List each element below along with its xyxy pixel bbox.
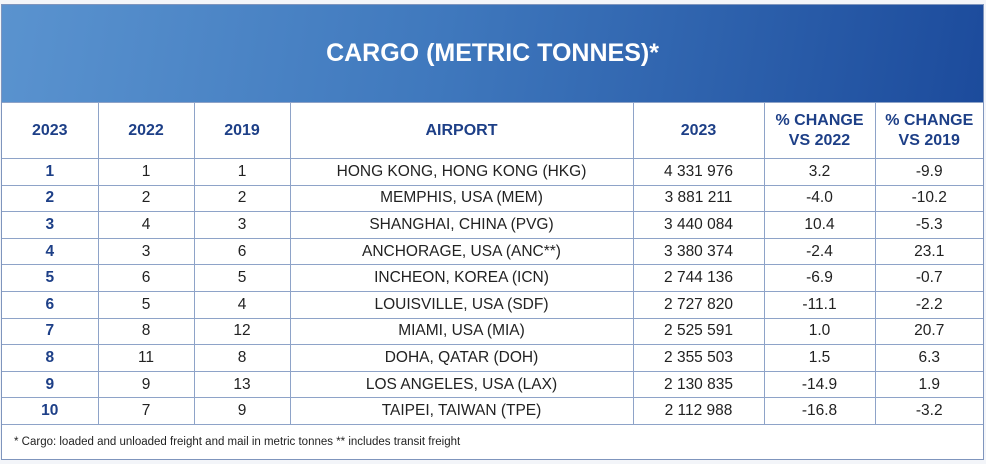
rank-2023-cell: 10 xyxy=(2,397,99,425)
airport-cell: LOUISVILLE, USA (SDF) xyxy=(289,290,634,319)
change-vs-2022-cell: 10.4 xyxy=(763,211,876,239)
rank-2023-cell: 9 xyxy=(2,370,99,399)
rank-2019-cell: 1 xyxy=(193,158,291,186)
rank-2019-cell: 3 xyxy=(193,211,291,239)
rank-2023-cell: 6 xyxy=(2,290,99,319)
table-row: 5 6 5 INCHEON, KOREA (ICN) 2 744 136 -6.9 -0.7 xyxy=(2,264,983,292)
change-vs-2022-cell: 1.0 xyxy=(763,317,876,346)
rank-2022-cell: 6 xyxy=(97,264,195,292)
airport-cell: TAIPEI, TAIWAN (TPE) xyxy=(289,397,634,425)
change-vs-2022-cell: 3.2 xyxy=(763,158,876,186)
header-change-vs-2019: % CHANGE VS 2019 xyxy=(874,102,983,159)
table-row: 1 1 1 HONG KONG, HONG KONG (HKG) 4 331 976 3.… xyxy=(2,158,983,186)
change-vs-2019-cell: 1.9 xyxy=(874,370,983,399)
rank-2019-cell: 2 xyxy=(193,184,291,213)
rank-2022-cell: 8 xyxy=(97,317,195,346)
change-vs-2022-cell: -6.9 xyxy=(763,264,876,292)
rank-2022-cell: 4 xyxy=(97,211,195,239)
airport-cell: INCHEON, KOREA (ICN) xyxy=(289,264,634,292)
cargo-2023-cell: 3 881 211 xyxy=(632,184,765,213)
change-vs-2019-cell: -9.9 xyxy=(874,158,983,186)
change-vs-2019-cell: -2.2 xyxy=(874,290,983,319)
rank-2022-cell: 5 xyxy=(97,290,195,319)
change-vs-2019-cell: -10.2 xyxy=(874,184,983,213)
table-row: 10 7 9 TAIPEI, TAIWAN (TPE) 2 112 988 -16.8 -3… xyxy=(2,397,983,425)
rank-2019-cell: 6 xyxy=(193,237,291,266)
cargo-2023-cell: 4 331 976 xyxy=(632,158,765,186)
table-row: 3 4 3 SHANGHAI, CHINA (PVG) 3 440 084 10.4 -5.… xyxy=(2,211,983,239)
header-row: 2023 2022 2019 AIRPORT 2023% CHANGE VS 2022%… xyxy=(2,102,983,159)
rank-2019-cell: 12 xyxy=(193,317,291,346)
change-vs-2022-cell: -4.0 xyxy=(763,184,876,213)
header-airport: AIRPORT xyxy=(289,102,634,159)
cargo-2023-cell: 3 440 084 xyxy=(632,211,765,239)
rank-2022-cell: 9 xyxy=(97,370,195,399)
cargo-2023-cell: 2 727 820 xyxy=(632,290,765,319)
rank-2022-cell: 11 xyxy=(97,344,195,372)
rank-2022-cell: 2 xyxy=(97,184,195,213)
change-vs-2019-cell: -3.2 xyxy=(874,397,983,425)
rank-2023-cell: 8 xyxy=(2,344,99,372)
cargo-2023-cell: 2 112 988 xyxy=(632,397,765,425)
change-vs-2019-cell: -0.7 xyxy=(874,264,983,292)
airport-cell: SHANGHAI, CHINA (PVG) xyxy=(289,211,634,239)
cargo-ranking-table: 2023 2022 2019 AIRPORT 2023% CHANGE VS 2022%… xyxy=(2,102,983,425)
table-title: CARGO (METRIC TONNES)* xyxy=(2,5,983,102)
rank-2023-cell: 7 xyxy=(2,317,99,346)
header-rank-2022: 2022 xyxy=(97,102,195,159)
rank-2019-cell: 8 xyxy=(193,344,291,372)
change-vs-2022-cell: -14.9 xyxy=(763,370,876,399)
rank-2022-cell: 1 xyxy=(97,158,195,186)
table-row: 2 2 2 MEMPHIS, USA (MEM) 3 881 211 -4.0 -10.2 xyxy=(2,184,983,213)
change-vs-2022-cell: -2.4 xyxy=(763,237,876,266)
rank-2023-cell: 4 xyxy=(2,237,99,266)
rank-2019-cell: 9 xyxy=(193,397,291,425)
table-row: 6 5 4 LOUISVILLE, USA (SDF) 2 727 820 -11.1 -2… xyxy=(2,290,983,319)
cargo-2023-cell: 2 355 503 xyxy=(632,344,765,372)
table-row: 4 3 6 ANCHORAGE, USA (ANC**) 3 380 374 -2.4 23… xyxy=(2,237,983,266)
airport-cell: ANCHORAGE, USA (ANC**) xyxy=(289,237,634,266)
rank-2023-cell: 3 xyxy=(2,211,99,239)
airport-cell: MIAMI, USA (MIA) xyxy=(289,317,634,346)
table-row: 7 8 12 MIAMI, USA (MIA) 2 525 591 1.0 20.7 xyxy=(2,317,983,346)
rank-2023-cell: 2 xyxy=(2,184,99,213)
change-vs-2019-cell: -5.3 xyxy=(874,211,983,239)
footnote: * Cargo: loaded and unloaded freight and… xyxy=(14,435,461,448)
airport-cell: MEMPHIS, USA (MEM) xyxy=(289,184,634,213)
table-row: 8 11 8 DOHA, QATAR (DOH) 2 355 503 1.5 6.3 xyxy=(2,344,983,372)
cargo-table-panel: CARGO (METRIC TONNES)* 2023 2022 2019 AIRPO… xyxy=(1,4,984,460)
change-vs-2019-cell: 20.7 xyxy=(874,317,983,346)
rank-2022-cell: 3 xyxy=(97,237,195,266)
change-vs-2022-cell: 1.5 xyxy=(763,344,876,372)
airport-cell: HONG KONG, HONG KONG (HKG) xyxy=(289,158,634,186)
rank-2019-cell: 5 xyxy=(193,264,291,292)
rank-2019-cell: 13 xyxy=(193,370,291,399)
change-vs-2019-cell: 6.3 xyxy=(874,344,983,372)
airport-cell: LOS ANGELES, USA (LAX) xyxy=(289,370,634,399)
airport-cell: DOHA, QATAR (DOH) xyxy=(289,344,634,372)
rank-2019-cell: 4 xyxy=(193,290,291,319)
header-cargo-2023: 2023 xyxy=(632,102,765,159)
change-vs-2019-cell: 23.1 xyxy=(874,237,983,266)
header-rank-2023: 2023 xyxy=(2,102,99,159)
cargo-2023-cell: 3 380 374 xyxy=(632,237,765,266)
rank-2023-cell: 1 xyxy=(2,158,99,186)
header-change-vs-2022: % CHANGE VS 2022 xyxy=(763,102,876,159)
rank-2022-cell: 7 xyxy=(97,397,195,425)
rank-2023-cell: 5 xyxy=(2,264,99,292)
cargo-2023-cell: 2 744 136 xyxy=(632,264,765,292)
table-row: 9 9 13 LOS ANGELES, USA (LAX) 2 130 835 -14.9… xyxy=(2,370,983,399)
cargo-2023-cell: 2 130 835 xyxy=(632,370,765,399)
header-rank-2019: 2019 xyxy=(193,102,291,159)
change-vs-2022-cell: -16.8 xyxy=(763,397,876,425)
change-vs-2022-cell: -11.1 xyxy=(763,290,876,319)
cargo-2023-cell: 2 525 591 xyxy=(632,317,765,346)
